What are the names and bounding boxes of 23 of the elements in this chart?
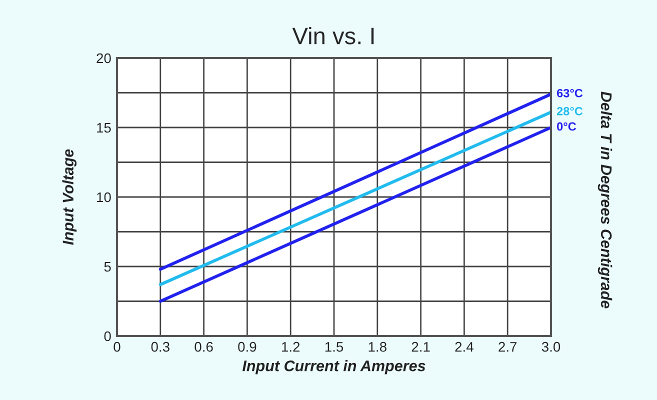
x-tick-label: 0.9: [238, 342, 256, 352]
y-tick-label: 20: [96, 53, 111, 64]
y-tick-label: 10: [97, 192, 111, 202]
x-tick-label: 0: [114, 342, 120, 352]
y-tick-label: 5: [104, 262, 111, 272]
x-tick-label: 2.1: [412, 342, 430, 352]
x-tick-label: 1.8: [368, 342, 386, 352]
chart-title: Vin vs. I: [292, 27, 374, 44]
series-label: 63°C: [556, 88, 583, 98]
series-label: 0°C: [557, 122, 576, 131]
x-axis-title: Input Current in Amperes: [242, 360, 426, 374]
x-tick-label: 1.5: [325, 342, 344, 352]
y-tick-label: 15: [97, 122, 111, 133]
y-axis-title: Input Voltage: [62, 149, 77, 245]
y2-axis-title: Delta T in Degrees Centigrade: [598, 92, 612, 308]
x-tick-label: 3.0: [542, 342, 560, 352]
series-label: 28°C: [556, 107, 583, 116]
x-tick-label: 2.7: [498, 342, 517, 352]
x-tick-label: 0.3: [151, 342, 170, 352]
x-tick-label: 2.4: [455, 342, 474, 352]
x-tick-label: 1.2: [282, 342, 300, 352]
y-tick-label: 0: [104, 331, 111, 342]
x-tick-label: 0.6: [194, 342, 213, 352]
